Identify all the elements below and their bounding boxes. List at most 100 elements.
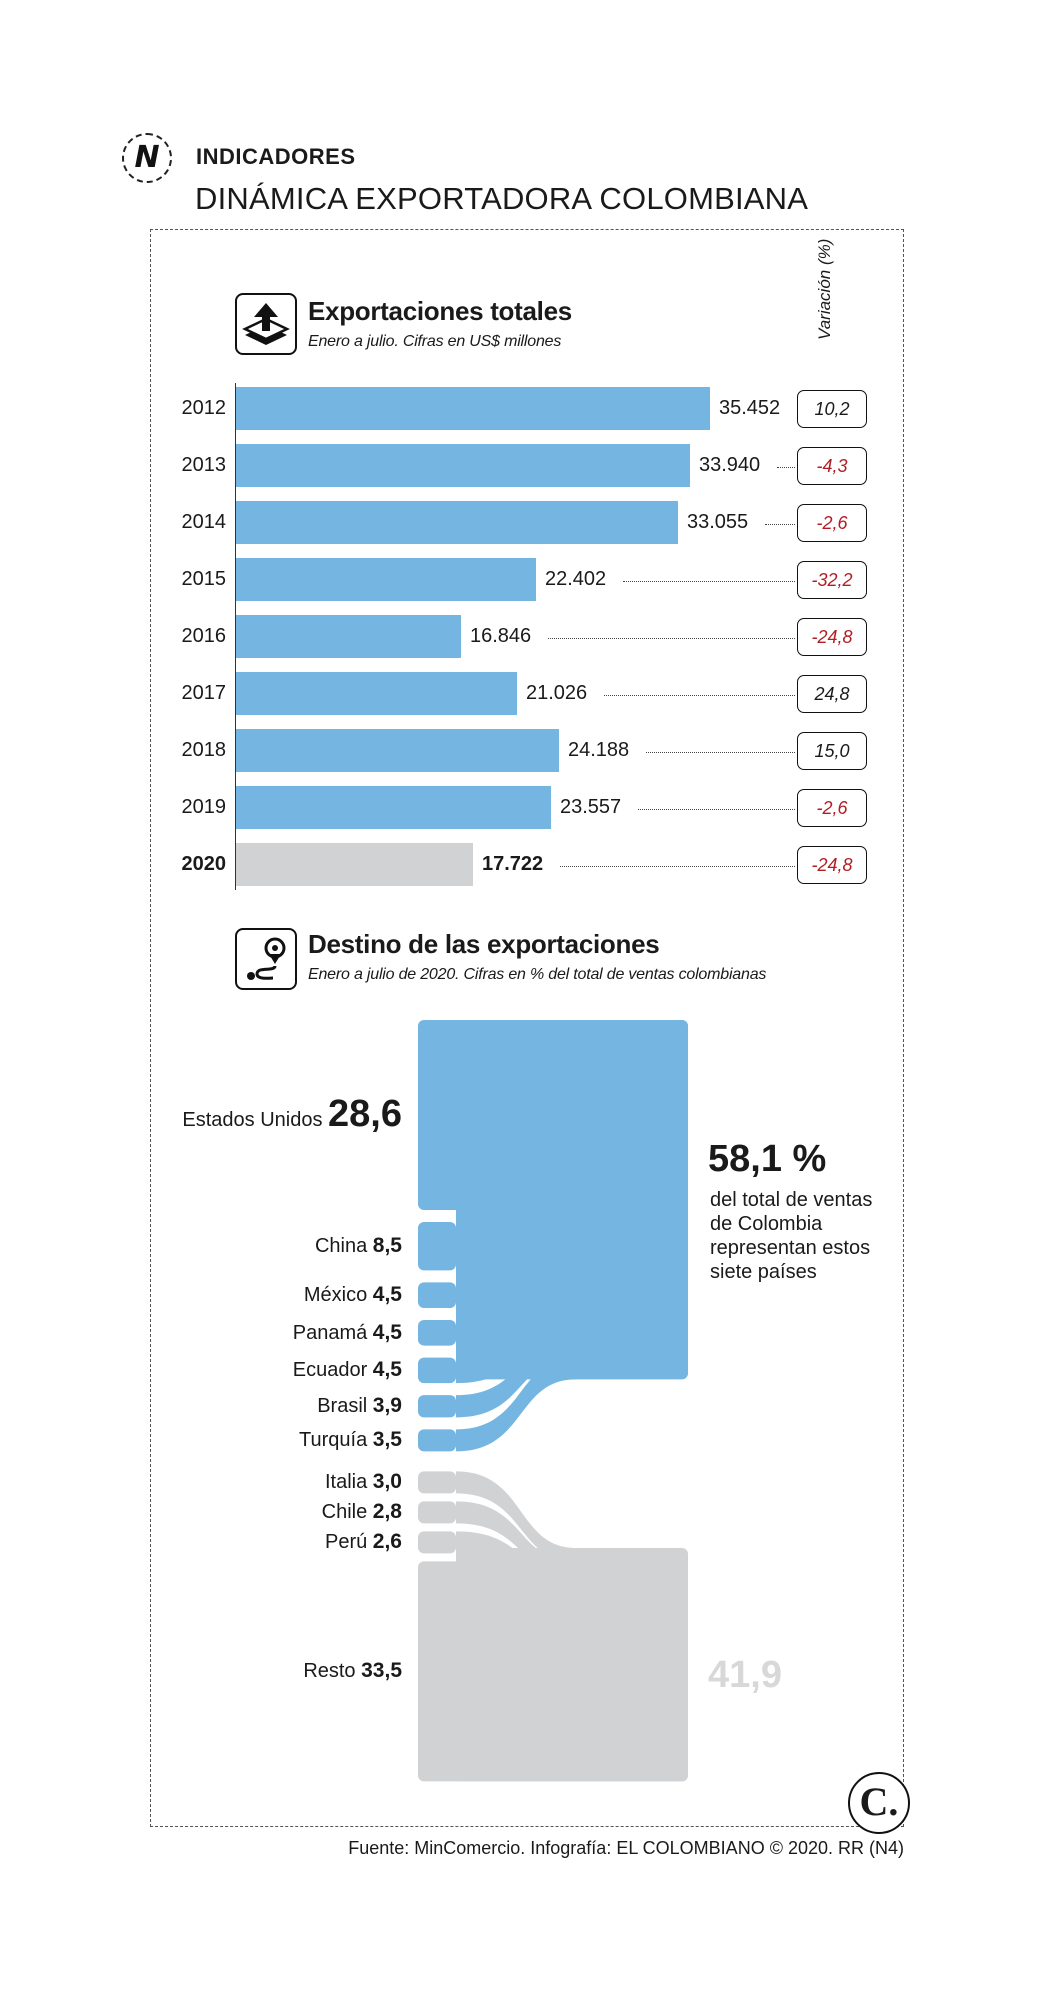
leader-line (646, 752, 795, 753)
el-colombiano-logo: C. (848, 1772, 910, 1834)
destinations-sankey-chart (418, 1020, 688, 1782)
destination-name: Chile (321, 1501, 373, 1524)
leader-line (638, 809, 795, 810)
leader-line (604, 695, 795, 696)
bar-value-label: 22.402 (545, 568, 607, 590)
destination-label: Italia 3,0 (325, 1470, 402, 1494)
destination-name: Perú (324, 1531, 373, 1554)
year-label: 2016 (181, 625, 227, 647)
flow-ribbon (456, 1471, 576, 1562)
destination-name: China (314, 1235, 373, 1258)
leader-line (765, 524, 795, 525)
destination-label: China 8,5 (315, 1234, 402, 1258)
destination-label: Brasil 3,9 (317, 1394, 402, 1418)
destination-node (418, 1471, 456, 1494)
bar-axis-line (235, 383, 236, 890)
destination-value: 33,5 (361, 1659, 402, 1683)
top-total-node (456, 1020, 688, 1380)
leader-line (623, 581, 795, 582)
top-share-note: del total de ventas de Colombia represen… (710, 1189, 873, 1283)
destination-value: 4,5 (372, 1283, 402, 1307)
bar-highlight (236, 843, 473, 886)
bar-value-label: 35.452 (719, 397, 781, 419)
year-label: 2017 (181, 682, 227, 704)
destination-node (418, 1282, 456, 1308)
year-label: 2015 (181, 568, 227, 590)
leader-line (560, 866, 795, 867)
bar-value-label: 33.055 (687, 511, 749, 533)
exports-title: Exportaciones totales (308, 296, 572, 326)
flow-ribbon (456, 1357, 576, 1452)
variation-box: 24,8 (797, 675, 867, 713)
variation-box: -24,8 (797, 618, 867, 656)
bar (236, 729, 559, 772)
bar-value-label: 16.846 (470, 625, 532, 647)
destination-name: Ecuador (292, 1359, 373, 1382)
page-title: DINÁMICA EXPORTADORA COLOMBIANA (195, 181, 809, 216)
variation-box: -2,6 (797, 789, 867, 827)
export-box-icon (235, 293, 297, 355)
bar-value-label: 21.026 (526, 682, 588, 704)
destination-label: Turquía 3,5 (299, 1428, 402, 1452)
destination-node (418, 1319, 456, 1346)
destination-value: 2,6 (372, 1530, 402, 1554)
variation-box: 10,2 (797, 390, 867, 428)
bar (236, 615, 461, 658)
bar-value-label: 33.940 (699, 454, 761, 476)
destination-label: Chile 2,8 (322, 1500, 402, 1524)
destination-value: 4,5 (372, 1320, 402, 1344)
destination-value: 28,6 (328, 1093, 402, 1135)
bar (236, 786, 551, 829)
sankey-labels: Estados Unidos 28,6 China 8,5 México 4,5 Pa… (182, 1093, 402, 1683)
destination-node (418, 1222, 456, 1271)
destinations-subtitle: Enero a julio de 2020. Cifras en % del t… (308, 966, 767, 983)
destination-value: 2,8 (372, 1500, 402, 1524)
destination-label: Resto 33,5 (303, 1659, 402, 1683)
destination-name: Resto (303, 1660, 362, 1683)
source-footer: Fuente: MinComercio. Infografía: EL COLO… (348, 1838, 904, 1858)
rest-total-node (456, 1548, 688, 1782)
destination-value: 4,5 (372, 1358, 402, 1382)
content-frame (150, 229, 904, 1827)
destination-name: Estados Unidos (182, 1109, 329, 1131)
destination-value: 3,0 (372, 1470, 402, 1494)
map-route-icon (235, 928, 297, 990)
exports-subtitle: Enero a julio. Cifras en US$ millones (308, 333, 562, 350)
bar-value-label: 17.722 (482, 853, 544, 875)
destination-label: México 4,5 (304, 1283, 402, 1307)
year-label: 2018 (181, 739, 227, 761)
destination-label: Estados Unidos 28,6 (182, 1093, 402, 1136)
destination-value: 3,5 (372, 1428, 402, 1452)
destination-label: Panamá 4,5 (293, 1321, 402, 1345)
n-logo-icon: N (122, 133, 172, 183)
year-label: 2019 (181, 796, 227, 818)
year-label: 2012 (181, 397, 227, 419)
leader-line (548, 638, 795, 639)
destination-node (418, 1531, 456, 1554)
bar (236, 672, 517, 715)
variation-box: -2,6 (797, 504, 867, 542)
bar (236, 387, 710, 430)
destination-name: Panamá (292, 1321, 373, 1344)
year-label: 2013 (181, 454, 227, 476)
destination-node (418, 1395, 456, 1418)
destination-name: Italia (324, 1471, 373, 1494)
destination-label: Perú 2,6 (325, 1530, 402, 1554)
destination-node (418, 1357, 456, 1384)
variation-box: -4,3 (797, 447, 867, 485)
bar-value-label: 24.188 (568, 739, 630, 761)
top-share-value: 58,1 % (708, 1138, 827, 1180)
destination-value: 3,9 (372, 1394, 402, 1418)
destination-value: 8,5 (372, 1234, 402, 1258)
bar (236, 501, 678, 544)
variation-box: 15,0 (797, 732, 867, 770)
exports-bar-chart: 2012 35.452 10,2 2013 33.940 -4,3 2014 33.055 -2… (0, 0, 1053, 900)
rest-share-value: 41,9 (708, 1654, 782, 1696)
destination-name: Brasil (317, 1395, 373, 1418)
leader-line (777, 467, 795, 468)
variation-box: -24,8 (797, 846, 867, 884)
bar-value-label: 23.557 (560, 796, 622, 818)
destination-name: Turquía (299, 1429, 373, 1452)
section-kicker: INDICADORES (196, 144, 356, 169)
